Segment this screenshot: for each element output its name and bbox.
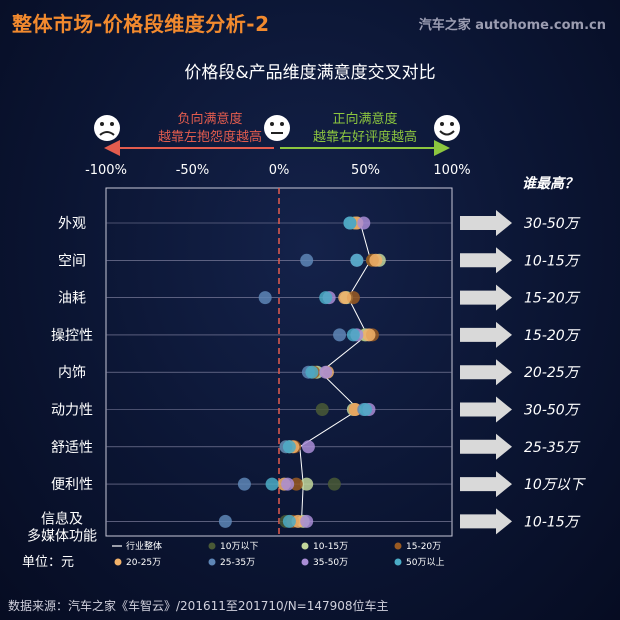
- best-range-label: 10万以下: [524, 477, 586, 493]
- category-label: 操控性: [51, 328, 93, 344]
- data-point: [300, 514, 314, 528]
- legend-label: 15-20万: [406, 542, 441, 552]
- data-point: [343, 216, 357, 230]
- legend-swatch: [394, 542, 402, 550]
- legend-label: 50万以上: [406, 557, 444, 568]
- best-range-label: 30-50万: [524, 216, 581, 232]
- positive-legend-title: 正向满意度: [332, 112, 398, 127]
- data-point: [218, 514, 232, 528]
- best-range-label: 10-15万: [524, 253, 581, 269]
- category-label: 外观: [58, 216, 86, 232]
- data-point: [369, 253, 383, 267]
- x-tick-label: 0%: [269, 163, 290, 178]
- legend-swatch: [208, 558, 216, 566]
- x-tick-label: 50%: [351, 163, 380, 178]
- best-range-label: 30-50万: [524, 403, 581, 419]
- category-label: 内饰: [58, 365, 86, 381]
- highlight-arrow: [460, 433, 512, 460]
- data-point: [237, 477, 251, 491]
- highlight-arrow: [460, 247, 512, 274]
- legend-swatch: [394, 558, 402, 566]
- legend-swatch: [114, 558, 122, 566]
- data-point: [362, 328, 376, 342]
- legend-label: 25-35万: [220, 558, 255, 568]
- x-tick-label: -100%: [85, 163, 127, 178]
- x-tick-label: -50%: [176, 163, 210, 178]
- legend-label: 10万以下: [220, 542, 258, 552]
- data-point: [281, 477, 295, 491]
- legend-label: 20-25万: [126, 558, 161, 568]
- negative-legend-subtitle: 越靠左抱怨度越高: [157, 130, 262, 145]
- highlight-arrow: [460, 508, 512, 535]
- category-label: 空间: [58, 253, 86, 269]
- data-point: [315, 403, 329, 416]
- data-point: [301, 440, 315, 454]
- highlight-arrow: [460, 284, 512, 311]
- data-point: [319, 291, 333, 305]
- x-tick-label: 100%: [433, 163, 470, 178]
- legend-label: 行业整体: [126, 540, 162, 552]
- who-is-highest-header: 谁最高？: [522, 175, 578, 192]
- chart-title: 价格段&产品维度满意度交叉对比: [184, 63, 436, 83]
- highlight-arrow: [460, 471, 512, 498]
- data-point: [300, 477, 314, 491]
- legend-label: 10-15万: [313, 542, 348, 552]
- highlight-arrow: [460, 210, 512, 236]
- best-range-label: 25-35万: [524, 440, 581, 456]
- best-range-label: 20-25万: [524, 365, 581, 381]
- legend-swatch: [301, 558, 309, 566]
- best-range-label: 15-20万: [524, 328, 581, 344]
- highlight-arrow: [460, 359, 512, 386]
- legend-swatch: [301, 542, 309, 550]
- data-point: [357, 216, 371, 230]
- highlight-arrow: [460, 321, 512, 348]
- category-label: 动力性: [51, 403, 93, 419]
- best-range-label: 10-15万: [524, 514, 581, 530]
- data-point: [346, 328, 360, 342]
- watermark-logo: 汽车之家 autohome.com.cn: [418, 18, 606, 33]
- data-point: [319, 365, 333, 379]
- data-point: [350, 253, 364, 267]
- data-source: 数据来源：汽车之家《车智云》/201611至201710/N=147908位车主: [8, 599, 389, 613]
- happy-face-icon: [434, 115, 460, 141]
- best-range-label: 15-20万: [524, 291, 581, 307]
- page-title: 整体市场-价格段维度分析-2: [12, 12, 270, 36]
- legend-swatch: [208, 542, 216, 550]
- data-point: [333, 328, 347, 342]
- data-point: [258, 291, 272, 305]
- data-point: [300, 253, 314, 267]
- category-label: 舒适性: [51, 440, 93, 456]
- data-point: [359, 403, 372, 416]
- data-point: [338, 291, 352, 305]
- legend-label: 35-50万: [313, 558, 348, 568]
- highlight-arrow: [460, 396, 512, 423]
- neutral-face-icon: [264, 115, 290, 141]
- data-point: [305, 365, 319, 379]
- data-point: [282, 514, 296, 528]
- data-point: [327, 477, 341, 491]
- data-point: [265, 477, 279, 491]
- category-label: 便利性: [51, 477, 93, 493]
- data-point: [282, 440, 296, 454]
- unit-label: 单位：元: [22, 555, 74, 570]
- negative-legend-title: 负向满意度: [177, 112, 243, 127]
- sad-face-icon: [94, 115, 120, 141]
- category-label: 信息及多媒体功能: [27, 510, 97, 544]
- category-label: 油耗: [58, 291, 86, 307]
- positive-legend-subtitle: 越靠右好评度越高: [312, 130, 417, 145]
